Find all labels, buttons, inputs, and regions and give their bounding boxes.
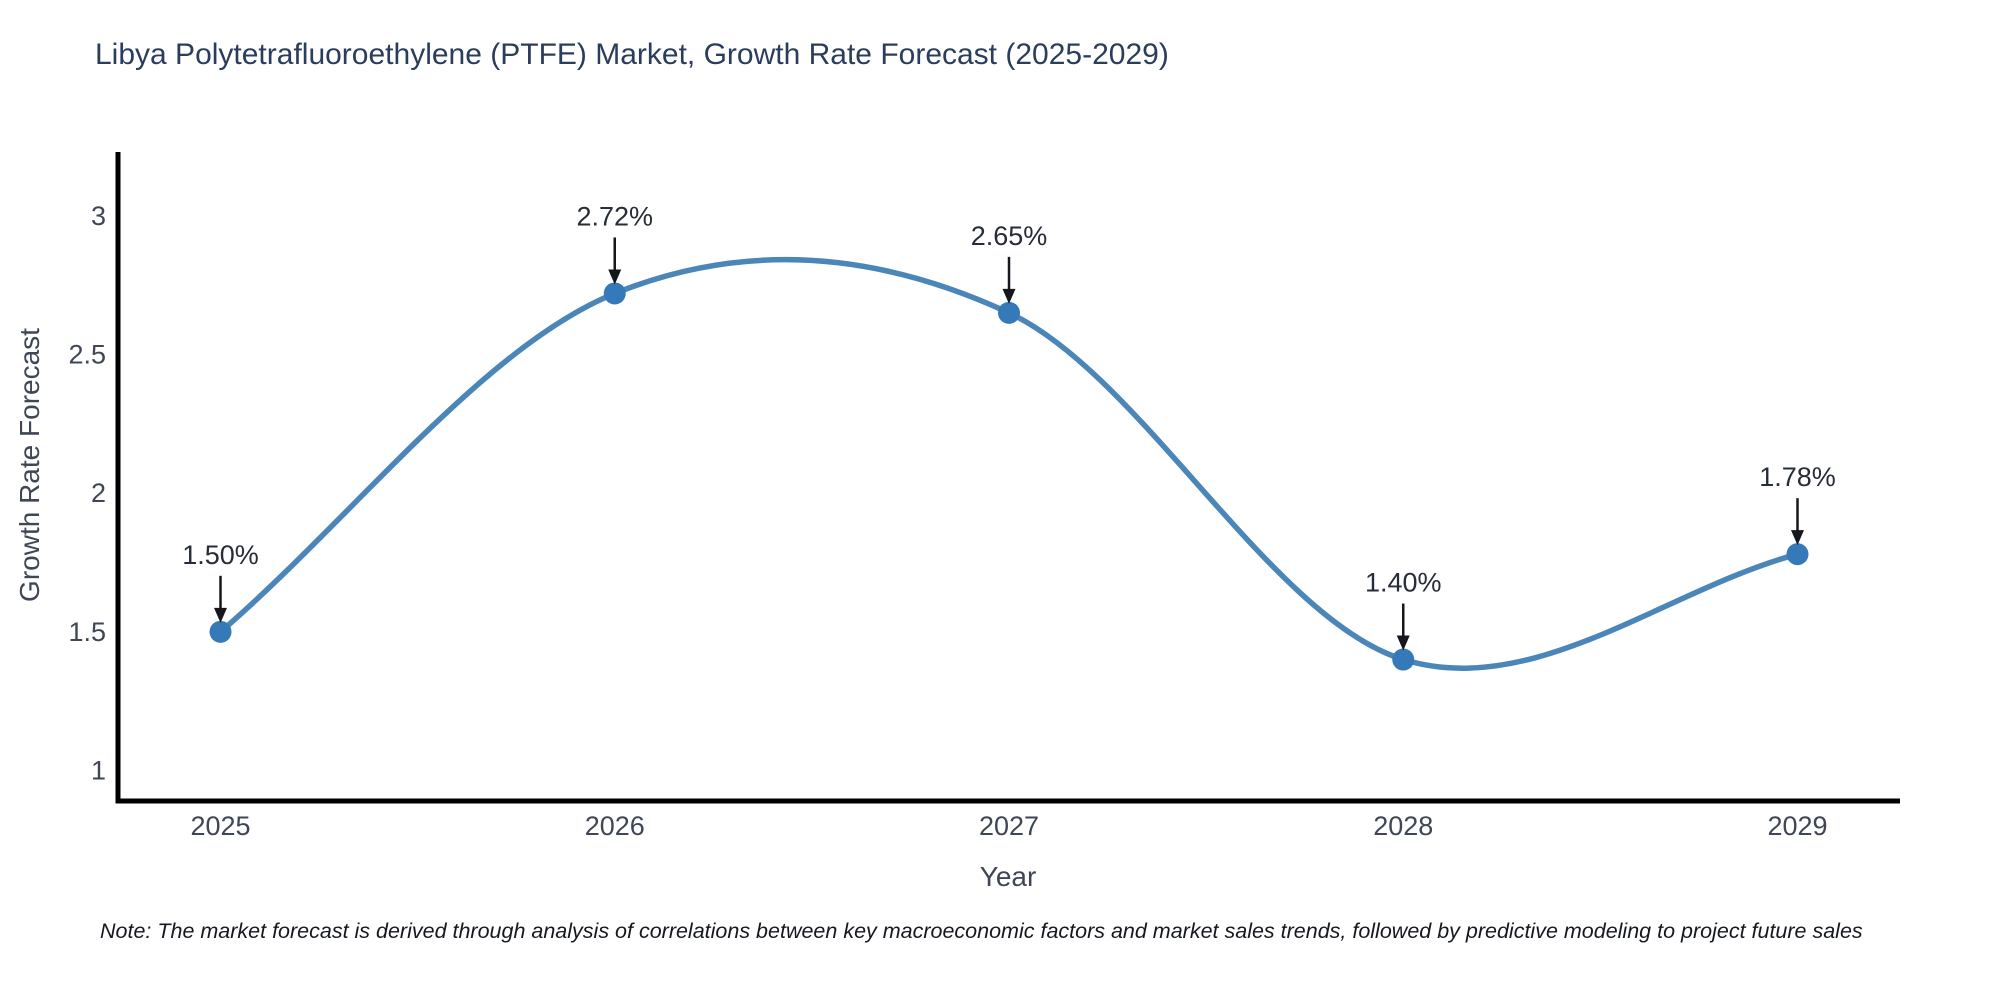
y-tick-label: 3 xyxy=(91,201,106,231)
point-annotation: 2.65% xyxy=(971,221,1048,251)
annotation-arrow-head-icon xyxy=(214,607,228,623)
point-annotation: 2.72% xyxy=(576,201,653,231)
data-point-marker xyxy=(1392,648,1415,671)
y-tick-label: 1 xyxy=(91,755,106,785)
data-point-marker xyxy=(209,620,232,643)
y-axis-title: Growth Rate Forecast xyxy=(14,328,45,602)
x-tick-label: 2025 xyxy=(190,811,250,841)
y-tick-label: 2 xyxy=(91,478,106,508)
point-annotation: 1.78% xyxy=(1759,462,1836,492)
y-tick-label: 1.5 xyxy=(68,617,106,647)
annotation-arrow-head-icon xyxy=(1396,635,1410,651)
x-axis-title: Year xyxy=(979,861,1037,892)
data-point-marker xyxy=(603,282,626,305)
annotation-arrow-head-icon xyxy=(1790,530,1804,546)
y-tick-label: 2.5 xyxy=(68,339,106,369)
point-annotation: 1.40% xyxy=(1365,568,1442,598)
data-point-marker xyxy=(1786,543,1809,566)
x-tick-label: 2026 xyxy=(585,811,645,841)
x-tick-label: 2029 xyxy=(1767,811,1827,841)
annotation-arrow-head-icon xyxy=(608,269,622,285)
data-point-marker xyxy=(998,301,1020,324)
annotation-arrow-head-icon xyxy=(1002,288,1016,304)
chart-note: Note: The market forecast is derived thr… xyxy=(100,919,1863,943)
x-tick-label: 2028 xyxy=(1373,811,1433,841)
point-annotation: 1.50% xyxy=(182,540,259,570)
x-tick-label: 2027 xyxy=(979,811,1039,841)
chart-title: Libya Polytetrafluoroethylene (PTFE) Mar… xyxy=(95,38,1169,71)
